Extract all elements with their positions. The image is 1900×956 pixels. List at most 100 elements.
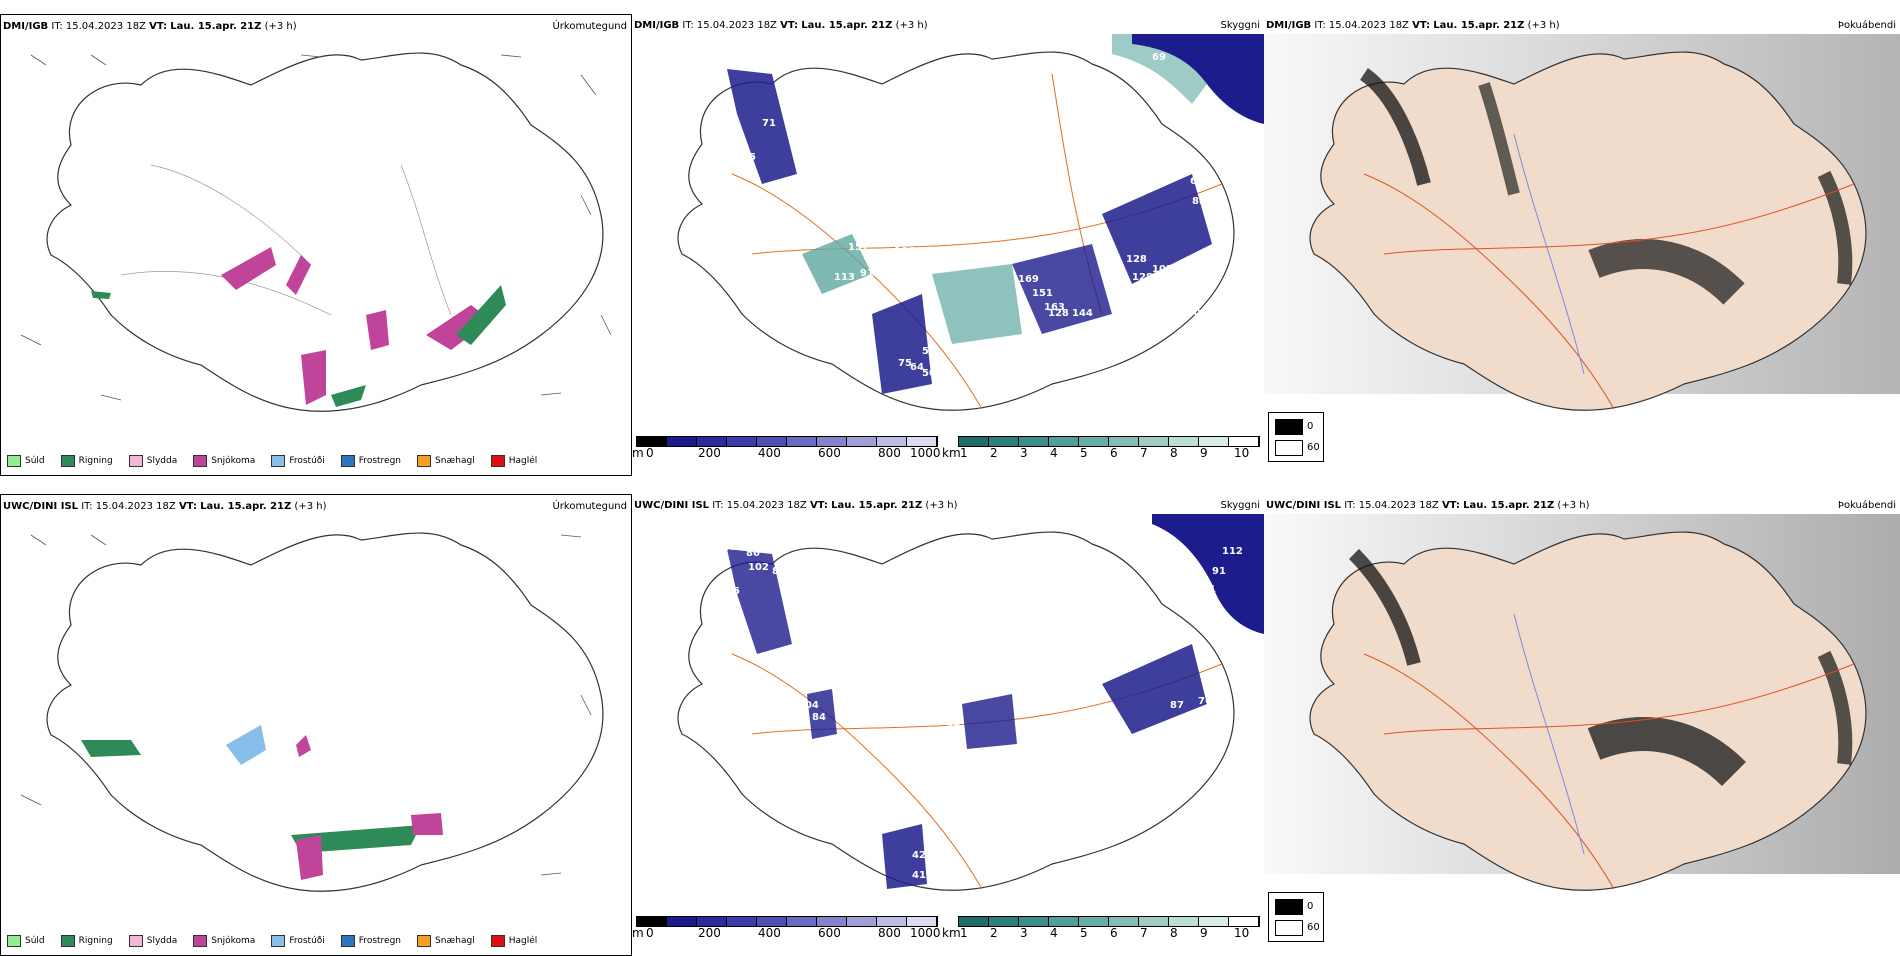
fog-legend-light-swatch bbox=[1275, 440, 1303, 456]
panel-title: Úrkomutegund bbox=[552, 501, 627, 512]
legend-item-freezing-rain: Frostregn bbox=[340, 455, 401, 467]
lead-time: (+3 h) bbox=[895, 20, 928, 31]
cloud-base-colorbar bbox=[636, 916, 938, 927]
precip-type-panel-uwc: UWC/DINI ISL IT: 15.04.2023 18Z VT: Lau.… bbox=[0, 494, 632, 956]
fog-legend-dark-swatch bbox=[1275, 419, 1303, 435]
panel-header: UWC/DINI ISL IT: 15.04.2023 18Z VT: Lau.… bbox=[1266, 500, 1898, 511]
cloud-base-value-label: 58 bbox=[1202, 94, 1216, 105]
vt-label: VT: bbox=[809, 500, 828, 511]
cloud-base-value-label: 104 bbox=[798, 700, 819, 711]
cloud-base-value-label: 50 bbox=[922, 346, 936, 357]
cloud-base-value-label: 88 bbox=[1192, 196, 1206, 207]
panel-title: Þokuábendi bbox=[1837, 20, 1896, 31]
model-name: DMI/IGB bbox=[1266, 20, 1312, 31]
legend-item-snow: Snjókoma bbox=[193, 455, 255, 467]
cloud-base-value-label: 128 bbox=[1126, 254, 1147, 265]
cloud-base-value-label: 103 bbox=[1152, 264, 1173, 275]
cloud-base-value-label: 132 bbox=[1002, 754, 1023, 765]
cloud-base-colorbar bbox=[636, 436, 938, 447]
cloud-base-value-label: 91 bbox=[860, 268, 874, 279]
cbar-m-tick: 400 bbox=[758, 446, 781, 460]
cbar-km-tick: 8 bbox=[1170, 926, 1178, 940]
cloud-colorbars: m 0 200 400 600 800 1000 km 1 2 3 4 5 6 … bbox=[632, 916, 1264, 940]
iceland-fog-map bbox=[1264, 514, 1900, 891]
panel-header: UWC/DINI ISL IT: 15.04.2023 18Z VT: Lau.… bbox=[3, 501, 629, 512]
cloud-base-value-label: 87 bbox=[1170, 700, 1184, 711]
model-name: UWC/DINI ISL bbox=[1266, 500, 1342, 511]
cloud-base-value-label: 107 bbox=[740, 62, 761, 73]
fog-legend-light-swatch bbox=[1275, 920, 1303, 936]
vt-label: VT: bbox=[1441, 500, 1460, 511]
cloud-base-value-label: 107 bbox=[790, 122, 811, 133]
lead-time: (+3 h) bbox=[1527, 20, 1560, 31]
cloud-base-value-label: 128 bbox=[1142, 82, 1163, 93]
iceland-precip-map bbox=[20, 532, 604, 892]
model-name: DMI/IGB bbox=[3, 21, 49, 32]
vt-label: VT: bbox=[780, 20, 799, 31]
panel-title: Þokuábendi bbox=[1837, 500, 1896, 511]
cloud-base-value-label: 41 bbox=[912, 870, 926, 881]
legend-item-graupel: Snæhagl bbox=[417, 935, 475, 947]
legend-item-hail: Haglél bbox=[490, 935, 537, 947]
fog-legend-high: 0 bbox=[1307, 901, 1314, 912]
legend-item-graupel: Snæhagl bbox=[417, 455, 475, 467]
precip-type-panel-dmi: DMI/IGB IT: 15.04.2023 18Z VT: Lau. 15.a… bbox=[0, 14, 632, 476]
cbar-km-tick: 6 bbox=[1110, 446, 1118, 460]
cloud-base-value-label: 54 bbox=[846, 742, 860, 753]
cloud-base-value-label: 113 bbox=[834, 272, 855, 283]
cloud-base-panel-dmi: DMI/IGB IT: 15.04.2023 18Z VT: Lau. 15.a… bbox=[632, 14, 1264, 476]
cloud-base-value-label: 275 bbox=[864, 296, 885, 307]
cloud-base-value-label: 69 bbox=[840, 590, 854, 601]
iceland-cloud-map bbox=[677, 34, 1264, 411]
cloud-base-value-label: 86 bbox=[746, 548, 760, 559]
legend-item-rain: Rigning bbox=[60, 935, 113, 947]
cbar-km-tick: 7 bbox=[1140, 926, 1148, 940]
cloud-base-value-label: 110 bbox=[1022, 766, 1043, 777]
cloud-base-value-label: 99 bbox=[946, 720, 960, 731]
fog-legend: 0 60 bbox=[1268, 412, 1324, 462]
cloud-base-value-label: 84 bbox=[812, 712, 826, 723]
lead-time: (+3 h) bbox=[264, 21, 297, 32]
it-value: 15.04.2023 18Z bbox=[1358, 500, 1439, 511]
it-label: IT: bbox=[1344, 500, 1356, 511]
cloud-base-value-label: 42 bbox=[912, 850, 926, 861]
lead-time: (+3 h) bbox=[1557, 500, 1590, 511]
cloud-base-value-label: 102 bbox=[1132, 518, 1153, 529]
cbar-m-tick: 600 bbox=[818, 446, 841, 460]
legend-item-freezing-drizzle: Frostúði bbox=[271, 455, 325, 467]
model-name: UWC/DINI ISL bbox=[634, 500, 710, 511]
vt-label: VT: bbox=[1412, 20, 1431, 31]
cbar-km-tick: 1 bbox=[960, 446, 968, 460]
cloud-base-value-label: 76 bbox=[1072, 326, 1086, 337]
vt-value: Lau. 15.apr. 21Z bbox=[200, 501, 292, 512]
cloud-base-value-label: 101 bbox=[920, 392, 941, 403]
cbar-km-tick: 4 bbox=[1050, 926, 1058, 940]
cbar-km-tick: 8 bbox=[1170, 446, 1178, 460]
cbar-km-tick: 7 bbox=[1140, 446, 1148, 460]
cloud-base-value-label: 91 bbox=[1202, 584, 1216, 595]
legend-item-rain: Rigning bbox=[60, 455, 113, 467]
cloud-base-value-label: 80 bbox=[1132, 540, 1146, 551]
visibility-colorbar bbox=[958, 916, 1260, 927]
vt-label: VT: bbox=[149, 21, 168, 32]
it-value: 15.04.2023 18Z bbox=[726, 500, 807, 511]
cloud-base-value-label: 97 bbox=[710, 104, 724, 115]
cbar-m-tick: 600 bbox=[818, 926, 841, 940]
cloud-base-value-label: 102 bbox=[748, 562, 769, 573]
cloud-base-value-label: 112 bbox=[1222, 546, 1243, 557]
cbar-km-tick: 5 bbox=[1080, 926, 1088, 940]
cbar-m-unit: m bbox=[632, 446, 644, 460]
cloud-base-value-label: 64 bbox=[910, 362, 924, 373]
panel-title: Úrkomutegund bbox=[552, 21, 627, 32]
cloud-base-value-label: 91 bbox=[1212, 566, 1226, 577]
cloud-base-value-label: 60 bbox=[1190, 176, 1204, 187]
cloud-base-value-label: 97 bbox=[1124, 66, 1138, 77]
cloud-base-value-label: 140 bbox=[1180, 308, 1201, 319]
cbar-km-tick: 1 bbox=[960, 926, 968, 940]
cloud-base-value-label: 102 bbox=[722, 542, 743, 553]
cbar-m-tick: 800 bbox=[878, 926, 901, 940]
panel-header: UWC/DINI ISL IT: 15.04.2023 18Z VT: Lau.… bbox=[634, 500, 1262, 511]
cbar-m-tick: 1000 bbox=[910, 926, 941, 940]
legend-item-sleet: Slydda bbox=[128, 935, 177, 947]
cloud-base-value-label: 157 bbox=[848, 242, 869, 253]
